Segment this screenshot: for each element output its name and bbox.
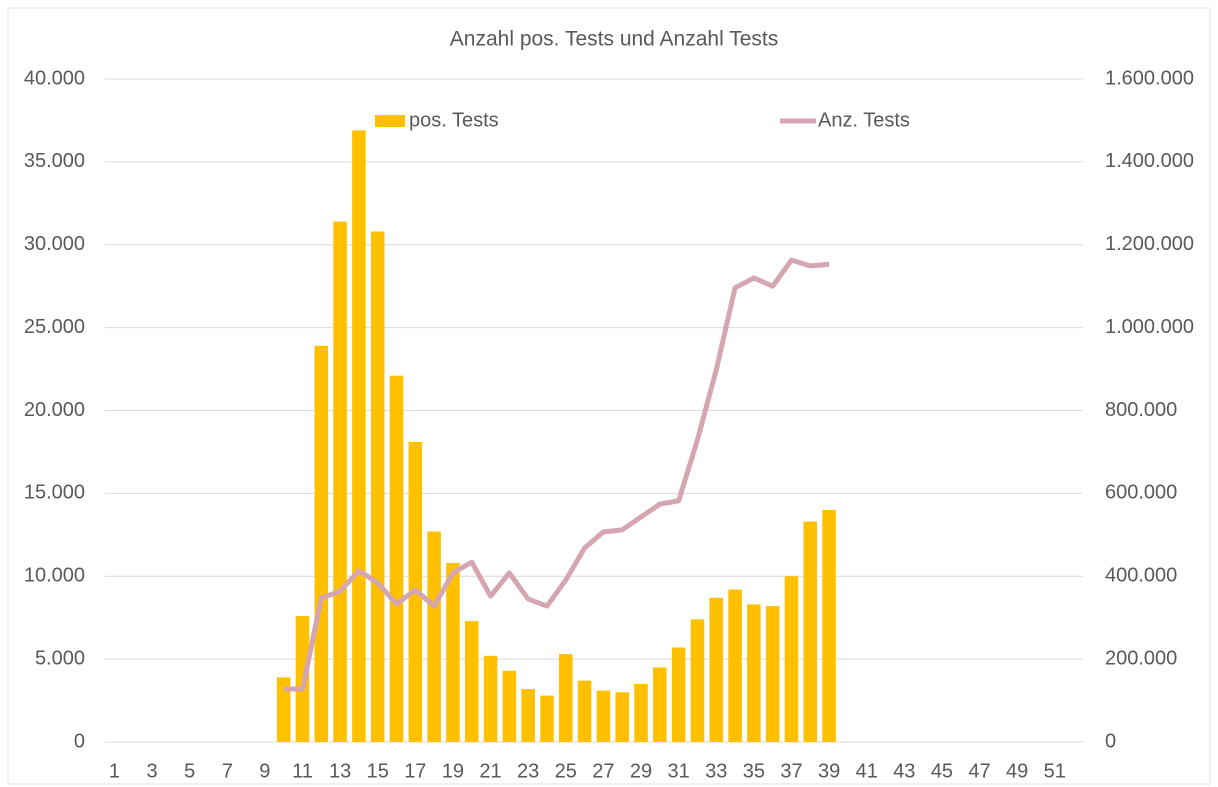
bar xyxy=(521,688,535,742)
x-tick-label: 41 xyxy=(856,760,878,782)
y2-tick-label: 1.200.000 xyxy=(1105,233,1194,255)
y2-tick-label: 600.000 xyxy=(1105,482,1177,504)
y-tick-label: 5.000 xyxy=(35,647,85,669)
bar xyxy=(728,589,742,742)
bar xyxy=(352,130,366,742)
bar xyxy=(822,509,836,742)
bar xyxy=(314,345,329,742)
bar xyxy=(502,670,517,742)
bar xyxy=(333,221,347,743)
x-tick-label: 39 xyxy=(818,760,840,782)
x-tick-label: 13 xyxy=(329,760,351,782)
bar xyxy=(765,606,780,742)
y-tick-label: 0 xyxy=(74,730,85,752)
y-tick-label: 15.000 xyxy=(24,482,85,504)
y2-tick-label: 1.600.000 xyxy=(1105,67,1194,89)
bar xyxy=(389,375,404,742)
y-tick-label: 25.000 xyxy=(24,316,85,338)
y-tick-label: 35.000 xyxy=(24,150,85,172)
y2-tick-label: 1.400.000 xyxy=(1105,150,1194,172)
x-tick-label: 31 xyxy=(668,760,690,782)
x-tick-label: 33 xyxy=(705,760,727,782)
legend-swatch xyxy=(375,115,405,127)
bar xyxy=(577,680,592,742)
chart-title: Anzahl pos. Tests und Anzahl Tests xyxy=(450,28,778,51)
x-tick-label: 25 xyxy=(555,760,577,782)
bar xyxy=(276,677,291,742)
bar xyxy=(615,692,629,742)
bar xyxy=(596,690,611,742)
x-tick-label: 23 xyxy=(517,760,539,782)
y2-tick-label: 0 xyxy=(1105,730,1116,752)
chart-frame xyxy=(7,7,1211,785)
line xyxy=(283,257,830,692)
bar xyxy=(784,576,799,742)
legend-label: Anz. Tests xyxy=(818,109,910,131)
x-tick-label: 27 xyxy=(592,760,614,782)
bar xyxy=(690,619,705,742)
y2-tick-label: 800.000 xyxy=(1105,399,1177,421)
y2-tick-label: 1.000.000 xyxy=(1105,316,1194,338)
bar xyxy=(540,695,554,742)
x-tick-label: 45 xyxy=(931,760,953,782)
bar xyxy=(370,231,385,743)
x-tick-label: 7 xyxy=(222,760,233,782)
x-tick-label: 5 xyxy=(184,760,195,782)
x-tick-label: 21 xyxy=(479,760,501,782)
bar xyxy=(446,562,460,742)
bar xyxy=(671,647,686,742)
x-tick-label: 11 xyxy=(292,760,313,782)
bar xyxy=(634,683,648,742)
x-tick-label: 43 xyxy=(893,760,915,782)
x-tick-label: 51 xyxy=(1044,760,1066,782)
y-tick-label: 10.000 xyxy=(24,565,85,587)
bar xyxy=(427,531,441,742)
bar xyxy=(709,597,724,742)
bar xyxy=(464,621,479,742)
bar xyxy=(483,655,498,742)
x-tick-label: 1 xyxy=(109,760,120,782)
bar xyxy=(559,654,573,742)
y-tick-label: 30.000 xyxy=(24,233,85,255)
bar xyxy=(747,604,761,742)
legend-label: pos. Tests xyxy=(409,109,499,131)
y-tick-label: 20.000 xyxy=(24,399,85,421)
x-tick-label: 47 xyxy=(968,760,990,782)
x-tick-label: 35 xyxy=(743,760,765,782)
bar xyxy=(803,521,818,742)
y2-tick-label: 200.000 xyxy=(1105,647,1177,669)
y-tick-label: 40.000 xyxy=(24,67,85,89)
x-tick-label: 9 xyxy=(259,760,270,782)
x-tick-label: 3 xyxy=(146,760,157,782)
x-tick-label: 37 xyxy=(780,760,802,782)
bar xyxy=(653,667,667,742)
x-tick-label: 29 xyxy=(630,760,652,782)
y2-tick-label: 400.000 xyxy=(1105,565,1177,587)
x-tick-label: 49 xyxy=(1006,760,1028,782)
x-tick-label: 17 xyxy=(404,760,426,782)
x-tick-label: 19 xyxy=(442,760,464,782)
x-tick-label: 15 xyxy=(367,760,389,782)
